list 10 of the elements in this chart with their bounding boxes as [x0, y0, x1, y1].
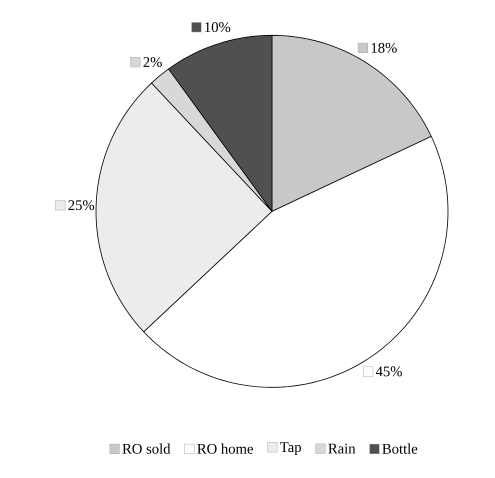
slice-label: RO home	[197, 443, 253, 454]
data-label: 45%	[376, 366, 402, 376]
legend-label: Tap	[280, 442, 301, 456]
legend-label: RO sold	[122, 443, 170, 454]
data-label: 25%	[68, 200, 94, 210]
data-label: 10%	[205, 22, 230, 32]
data-label: 2%	[143, 57, 162, 68]
data-label: 18%	[372, 42, 397, 53]
legend-label: Rain	[328, 444, 356, 454]
legend-label: Bottle	[382, 443, 418, 454]
